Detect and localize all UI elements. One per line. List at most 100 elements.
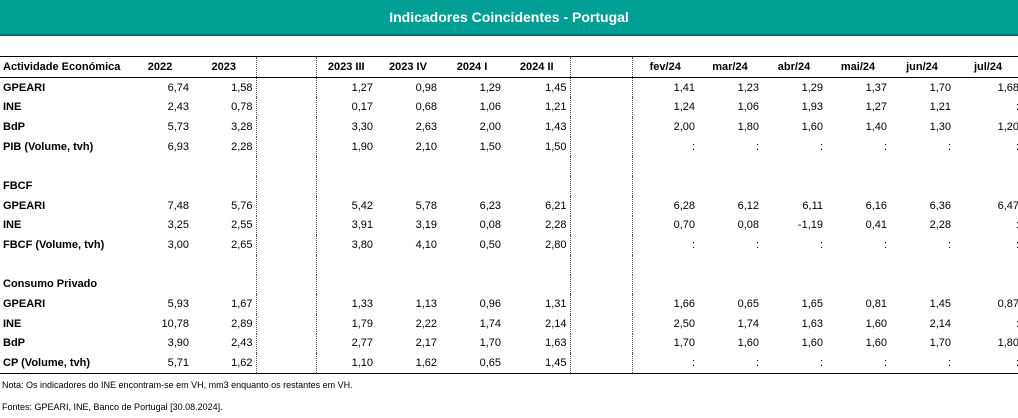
value-cell: 0,41 xyxy=(865,219,887,232)
spacer-cell xyxy=(0,255,128,275)
spacer-cell xyxy=(632,255,698,275)
value-cell: 1,68 xyxy=(997,81,1018,94)
table-row: INE 2,43 0,78 0,17 0,68 1,06 1,21 1,24 1,06 1,93 1… xyxy=(0,97,1018,118)
value-cell: : xyxy=(883,239,887,252)
value-cell: : xyxy=(826,353,890,375)
spacer-cell xyxy=(0,156,128,176)
column-gap xyxy=(255,117,317,137)
value-cell: 0,17 xyxy=(351,101,373,114)
value-cell: : xyxy=(890,353,954,375)
value-cell: 1,80 xyxy=(737,120,759,133)
value-cell: 0,87 xyxy=(997,298,1018,311)
row-label: FBCF (Volume, tvh) xyxy=(3,239,105,252)
row-label: INE xyxy=(3,219,22,232)
spacer-cell xyxy=(954,255,1018,275)
value-cell: 1,45 xyxy=(929,298,951,311)
value-cell: 3,90 xyxy=(167,337,189,350)
value-cell: 0,96 xyxy=(479,298,501,311)
section-row: Consumo Privado xyxy=(0,274,1018,295)
value-cell: : xyxy=(691,239,695,252)
value-cell: 6,12 xyxy=(737,199,759,212)
row-label: GPEARI xyxy=(3,199,46,212)
value-cell: 1,70 xyxy=(479,337,501,350)
column-gap xyxy=(569,195,633,216)
value-cell: 1,29 xyxy=(479,81,501,94)
column-gap xyxy=(255,274,317,295)
column-header-month: jun/24 xyxy=(890,56,954,78)
column-header-month: mar/24 xyxy=(698,56,762,78)
value-cell: 1,63 xyxy=(545,337,567,350)
value-cell: : xyxy=(954,235,1018,255)
value-cell: 1,40 xyxy=(865,120,887,133)
value-cell: 1,70 xyxy=(929,337,951,350)
value-cell: 6,11 xyxy=(802,199,823,212)
spacer-cell xyxy=(762,156,826,176)
column-gap xyxy=(255,313,317,334)
column-header-quarter: 2023 III xyxy=(316,56,376,78)
empty-cell xyxy=(762,275,826,295)
value-cell: : xyxy=(883,140,887,153)
value-cell: 1,30 xyxy=(929,120,951,133)
spacer-cell xyxy=(698,156,762,176)
column-header-annual: 2022 xyxy=(128,56,192,78)
value-cell: 1,23 xyxy=(737,81,759,94)
table-sources: Fontes: GPEARI, INE, Banco de Portugal [… xyxy=(2,402,223,412)
row-label: INE xyxy=(3,101,22,114)
column-gap xyxy=(569,313,633,334)
value-cell: 0,78 xyxy=(231,101,253,114)
column-gap xyxy=(255,176,317,196)
value-cell: 2,00 xyxy=(673,120,695,133)
value-cell: 3,91 xyxy=(351,219,373,232)
spacer-cell xyxy=(440,255,504,275)
value-cell: 2,65 xyxy=(231,239,253,252)
value-cell: 5,93 xyxy=(167,298,189,311)
value-cell: 7,48 xyxy=(167,199,189,212)
value-cell: 1,62 xyxy=(192,353,256,375)
value-cell: 3,25 xyxy=(167,219,189,232)
column-header-label: Actividade Económica xyxy=(0,56,128,78)
empty-cell xyxy=(192,275,256,295)
value-cell: : xyxy=(691,140,695,153)
table-row: GPEARI 7,48 5,76 5,42 5,78 6,23 6,21 6,28 6,12 6,… xyxy=(0,195,1018,216)
value-cell: 1,43 xyxy=(545,120,567,133)
empty-cell xyxy=(376,176,440,196)
value-cell: 1,41 xyxy=(673,81,695,94)
value-cell: 1,67 xyxy=(231,298,253,311)
value-cell: 6,47 xyxy=(997,199,1018,212)
value-cell: 1,65 xyxy=(801,298,823,311)
value-cell: : xyxy=(947,140,951,153)
spacer-cell xyxy=(504,156,570,176)
column-header-month: abr/24 xyxy=(762,56,826,78)
value-cell: 0,98 xyxy=(415,81,437,94)
spacer-cell xyxy=(632,156,698,176)
empty-cell xyxy=(890,176,954,196)
spacer-cell xyxy=(890,156,954,176)
table-row: FBCF (Volume, tvh) 3,00 2,65 3,80 4,10 0,50 2,… xyxy=(0,235,1018,255)
table-row: BdP 3,90 2,43 2,77 2,17 1,70 1,63 1,70 1,60 1,60 1… xyxy=(0,333,1018,354)
table-row: GPEARI 5,93 1,67 1,33 1,13 0,96 1,31 1,66 0,65 1,… xyxy=(0,294,1018,314)
column-gap xyxy=(255,77,317,98)
value-cell: 0,50 xyxy=(479,239,501,252)
table-row: INE 3,25 2,55 3,91 3,19 0,08 2,28 0,70 0,08 -1,19… xyxy=(0,215,1018,236)
value-cell: : xyxy=(819,239,823,252)
value-cell: : xyxy=(755,140,759,153)
spacer-cell xyxy=(826,255,890,275)
spacer-cell xyxy=(128,156,192,176)
value-cell: 5,73 xyxy=(167,120,189,133)
table-row: BdP 5,73 3,28 3,30 2,63 2,00 1,43 2,00 1,80 1,60 1… xyxy=(0,117,1018,137)
spacer-cell xyxy=(954,156,1018,176)
value-cell: 5,78 xyxy=(415,199,437,212)
empty-cell xyxy=(316,275,376,295)
column-gap xyxy=(569,136,633,157)
section-row: FBCF xyxy=(0,176,1018,196)
value-cell: 0,65 xyxy=(737,298,759,311)
value-cell: 2,50 xyxy=(673,317,695,330)
column-gap xyxy=(569,176,633,196)
empty-cell xyxy=(376,275,440,295)
value-cell: 2,55 xyxy=(231,219,253,232)
value-cell: 1,80 xyxy=(997,337,1018,350)
spacer-cell xyxy=(440,156,504,176)
value-cell: 2,43 xyxy=(167,101,189,114)
value-cell: : xyxy=(954,97,1018,117)
value-cell: : xyxy=(819,140,823,153)
